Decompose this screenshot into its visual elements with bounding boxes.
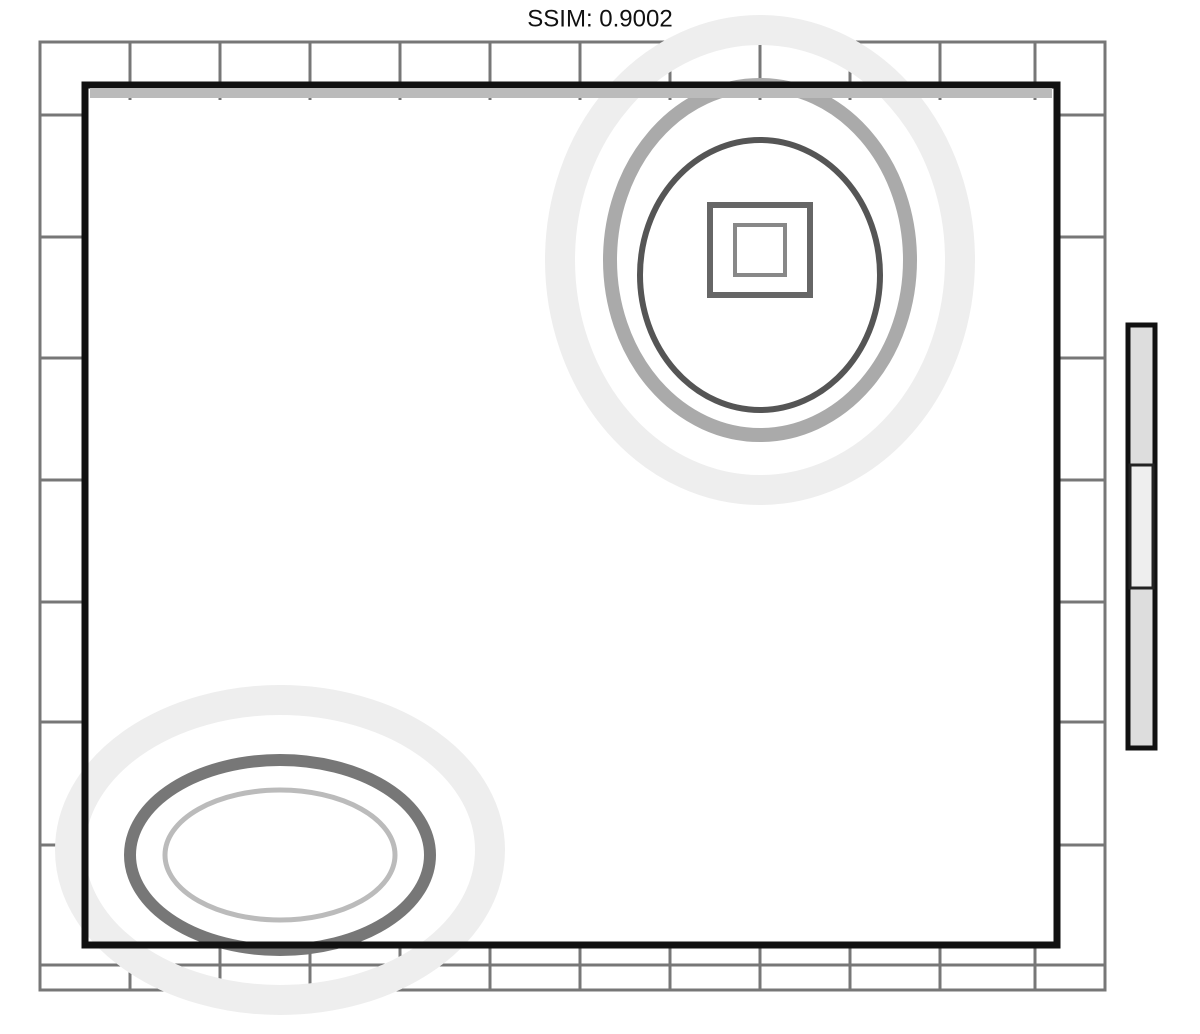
chart-title: SSIM: 0.9002 xyxy=(527,5,672,32)
density-ring xyxy=(124,754,436,956)
panel-border xyxy=(81,81,1061,949)
panel-strip xyxy=(90,88,1052,98)
density-lower xyxy=(55,685,505,1015)
density-core xyxy=(733,223,787,277)
density-ring xyxy=(637,137,883,413)
density-ring xyxy=(55,685,505,1015)
density-ring xyxy=(162,787,398,923)
density-core xyxy=(707,202,813,298)
outer-frame xyxy=(38,40,1107,992)
density-ring xyxy=(545,15,975,505)
colorbar xyxy=(1125,322,1158,751)
colorbar-inset xyxy=(1128,463,1155,590)
